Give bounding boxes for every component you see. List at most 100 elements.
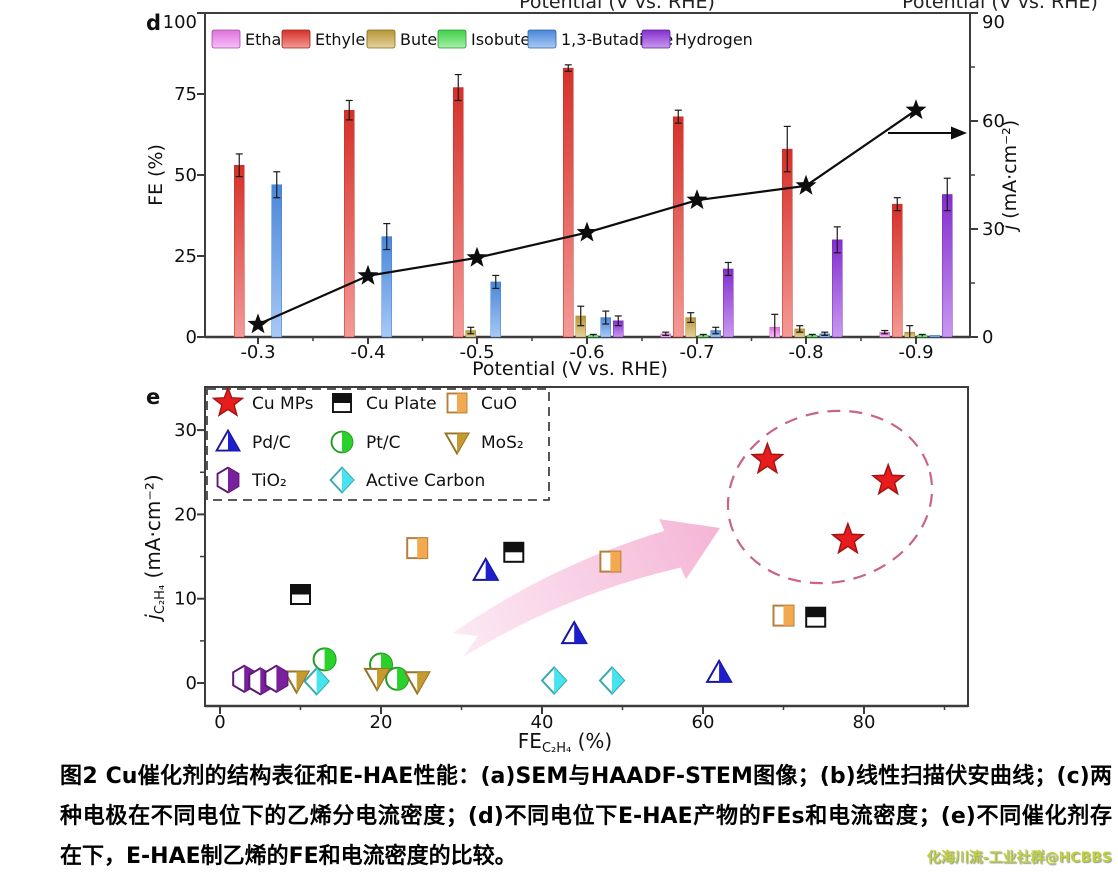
current-density-line: [247, 99, 967, 334]
scatter-series-active-carbon: [303, 666, 626, 696]
point-mos-: [403, 671, 431, 696]
point-mos-: [282, 670, 311, 695]
legend-swatch: [641, 29, 671, 49]
bar: [453, 87, 464, 338]
svg-text:90: 90: [982, 12, 1005, 33]
bar-series-ethane: [660, 313, 890, 338]
highlight-ellipse: [726, 409, 934, 585]
svg-text:0: 0: [186, 327, 197, 348]
scatter-series-cu-plate: [290, 541, 827, 628]
legend-item-mos-: MoS₂: [443, 432, 524, 456]
point-cu-mps: [870, 462, 906, 496]
bar-series-1-3-butadiene: [271, 171, 940, 338]
svg-text:-0.8: -0.8: [788, 342, 823, 363]
point-active-carbon: [303, 666, 330, 696]
legend-label: Pd/C: [252, 433, 291, 453]
svg-text:0: 0: [186, 673, 197, 694]
point-cuo: [406, 537, 429, 560]
panel-e-scatter-chart: e 0 20 40 60 80 0 10 20 30 FEC₂H₄ (%) jC₂H₄ (mA·cm⁻…: [141, 385, 969, 756]
svg-text:60: 60: [982, 111, 1005, 132]
bar: [929, 335, 940, 338]
panel-e-letter: e: [146, 385, 160, 409]
star-marker: [247, 313, 269, 334]
star-marker: [576, 221, 598, 242]
legend-symbol-pt-c: [330, 430, 354, 454]
legend-label: Cu MPs: [252, 394, 314, 414]
point-cu-mps: [750, 441, 785, 475]
panel-e-xlabel: FEC₂H₄ (%): [518, 729, 612, 756]
legend-label: Active Carbon: [366, 471, 485, 491]
bar: [942, 194, 953, 338]
legend-item-cu-mps: Cu MPs: [211, 385, 314, 417]
legend-item-tio-: TiO₂: [216, 466, 287, 494]
legend-symbol-active-carbon: [329, 466, 355, 494]
point-mos-: [363, 667, 391, 692]
cutoff-axis-label-1: Potential (V vs. RHE): [519, 0, 715, 13]
legend-symbol-cu-mps: [211, 385, 245, 417]
svg-text:-0.4: -0.4: [350, 342, 385, 363]
figure-2-charts: Potential (V vs. RHE) Potential (V vs. RH…: [141, 0, 1098, 756]
caption-line-2: 种电极在不同电位下的乙烯分电流密度；(d)不同电位下E-HAE产物的FEs和电流…: [60, 804, 1112, 829]
legend-item-cuo: CuO: [446, 392, 517, 414]
svg-text:30: 30: [982, 219, 1005, 240]
point-cu-plate: [805, 606, 827, 628]
svg-text:10: 10: [174, 589, 197, 610]
bar: [234, 165, 245, 338]
legend-label: Hydrogen: [675, 30, 753, 49]
bar: [563, 67, 574, 338]
point-cuo: [599, 550, 622, 573]
legend-symbol-tio-: [216, 466, 240, 494]
cutoff-axis-label-2: Potential (V vs. RHE): [902, 0, 1098, 13]
point-active-carbon: [540, 666, 568, 695]
point-cu-mps: [830, 521, 866, 555]
bar: [490, 281, 501, 338]
panel-d-left-ylabel: FE (%): [145, 144, 167, 206]
svg-text:40: 40: [531, 712, 554, 733]
scatter-series-pd-c: [471, 556, 733, 683]
legend-swatch: [281, 29, 311, 49]
legend-swatch: [211, 29, 241, 49]
legend-item-hydrogen: Hydrogen: [641, 29, 753, 49]
point-active-carbon: [598, 666, 626, 695]
bar: [782, 148, 793, 338]
bar: [673, 116, 684, 338]
bar-series-ethylene: [234, 64, 903, 338]
right-axis-arrow: [951, 126, 967, 140]
bar: [723, 268, 734, 338]
point-pd-c: [471, 556, 500, 581]
svg-text:-0.9: -0.9: [898, 342, 933, 363]
svg-text:25: 25: [174, 246, 197, 267]
watermark: 化海川流-工业社群@HCBBS: [926, 850, 1112, 866]
legend-swatch: [527, 29, 557, 49]
panel-d-bar-chart: d 0 25 50 75 100 0 30 60 90 -0.3 -0.4 -0.5 -0.6 -0.7 -0…: [145, 11, 1021, 380]
svg-text:-0.6: -0.6: [569, 342, 604, 363]
svg-text:-0.5: -0.5: [459, 342, 494, 363]
svg-text:20: 20: [370, 712, 393, 733]
legend-label: TiO₂: [251, 471, 287, 491]
legend-item-cu-plate: Cu Plate: [332, 393, 437, 414]
bar: [381, 236, 392, 338]
svg-text:60: 60: [692, 712, 715, 733]
bar: [344, 109, 355, 338]
point-cu-plate: [290, 584, 311, 605]
figure-caption: 图2 Cu催化剂的结构表征和E-HAE性能：(a)SEM与HAADF-STEM图…: [60, 757, 1112, 877]
caption-line-1: 图2 Cu催化剂的结构表征和E-HAE性能：(a)SEM与HAADF-STEM图…: [60, 764, 1112, 789]
star-marker: [357, 264, 379, 285]
scatter-series-cuo: [406, 537, 795, 627]
legend-item-active-carbon: Active Carbon: [329, 466, 485, 494]
svg-text:20: 20: [174, 504, 197, 525]
point-tio-: [264, 664, 289, 693]
bar: [892, 203, 903, 338]
legend-item-pt-c: Pt/C: [330, 430, 401, 454]
svg-text:75: 75: [174, 84, 197, 105]
panel-e-legend-box: [206, 388, 550, 501]
point-pd-c: [705, 658, 733, 683]
bar-series-butene: [465, 305, 915, 338]
legend-label: MoS₂: [481, 433, 524, 453]
point-pd-c: [560, 620, 588, 645]
bar: [832, 239, 843, 338]
svg-text:-0.7: -0.7: [679, 342, 714, 363]
panel-e-ylabel: jC₂H₄ (mA·cm⁻²): [141, 474, 168, 622]
svg-text:0: 0: [214, 712, 225, 733]
